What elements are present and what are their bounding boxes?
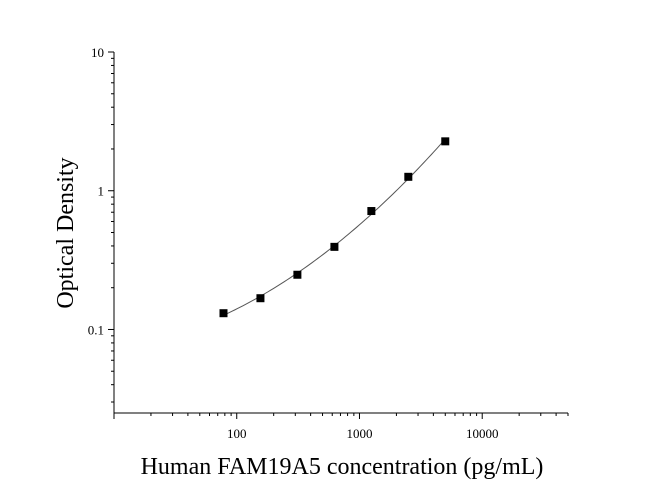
data-point [367,207,376,216]
data-point [404,172,413,181]
y-tick-label: 0.1 [88,322,104,337]
data-point [441,137,450,146]
data-point [256,294,265,303]
data-point [219,309,228,318]
y-axis-title: Optical Density [53,157,79,308]
y-tick-label: 1 [98,184,105,199]
x-tick-label: 100 [227,426,247,441]
x-tick-label: 1000 [346,426,372,441]
y-tick-label: 10 [91,45,104,60]
x-axis-title: Human FAM19A5 concentration (pg/mL) [141,454,544,480]
data-point [330,242,339,251]
x-tick-label: 10000 [466,426,499,441]
fit-curve [223,138,446,316]
data-point [293,270,302,279]
